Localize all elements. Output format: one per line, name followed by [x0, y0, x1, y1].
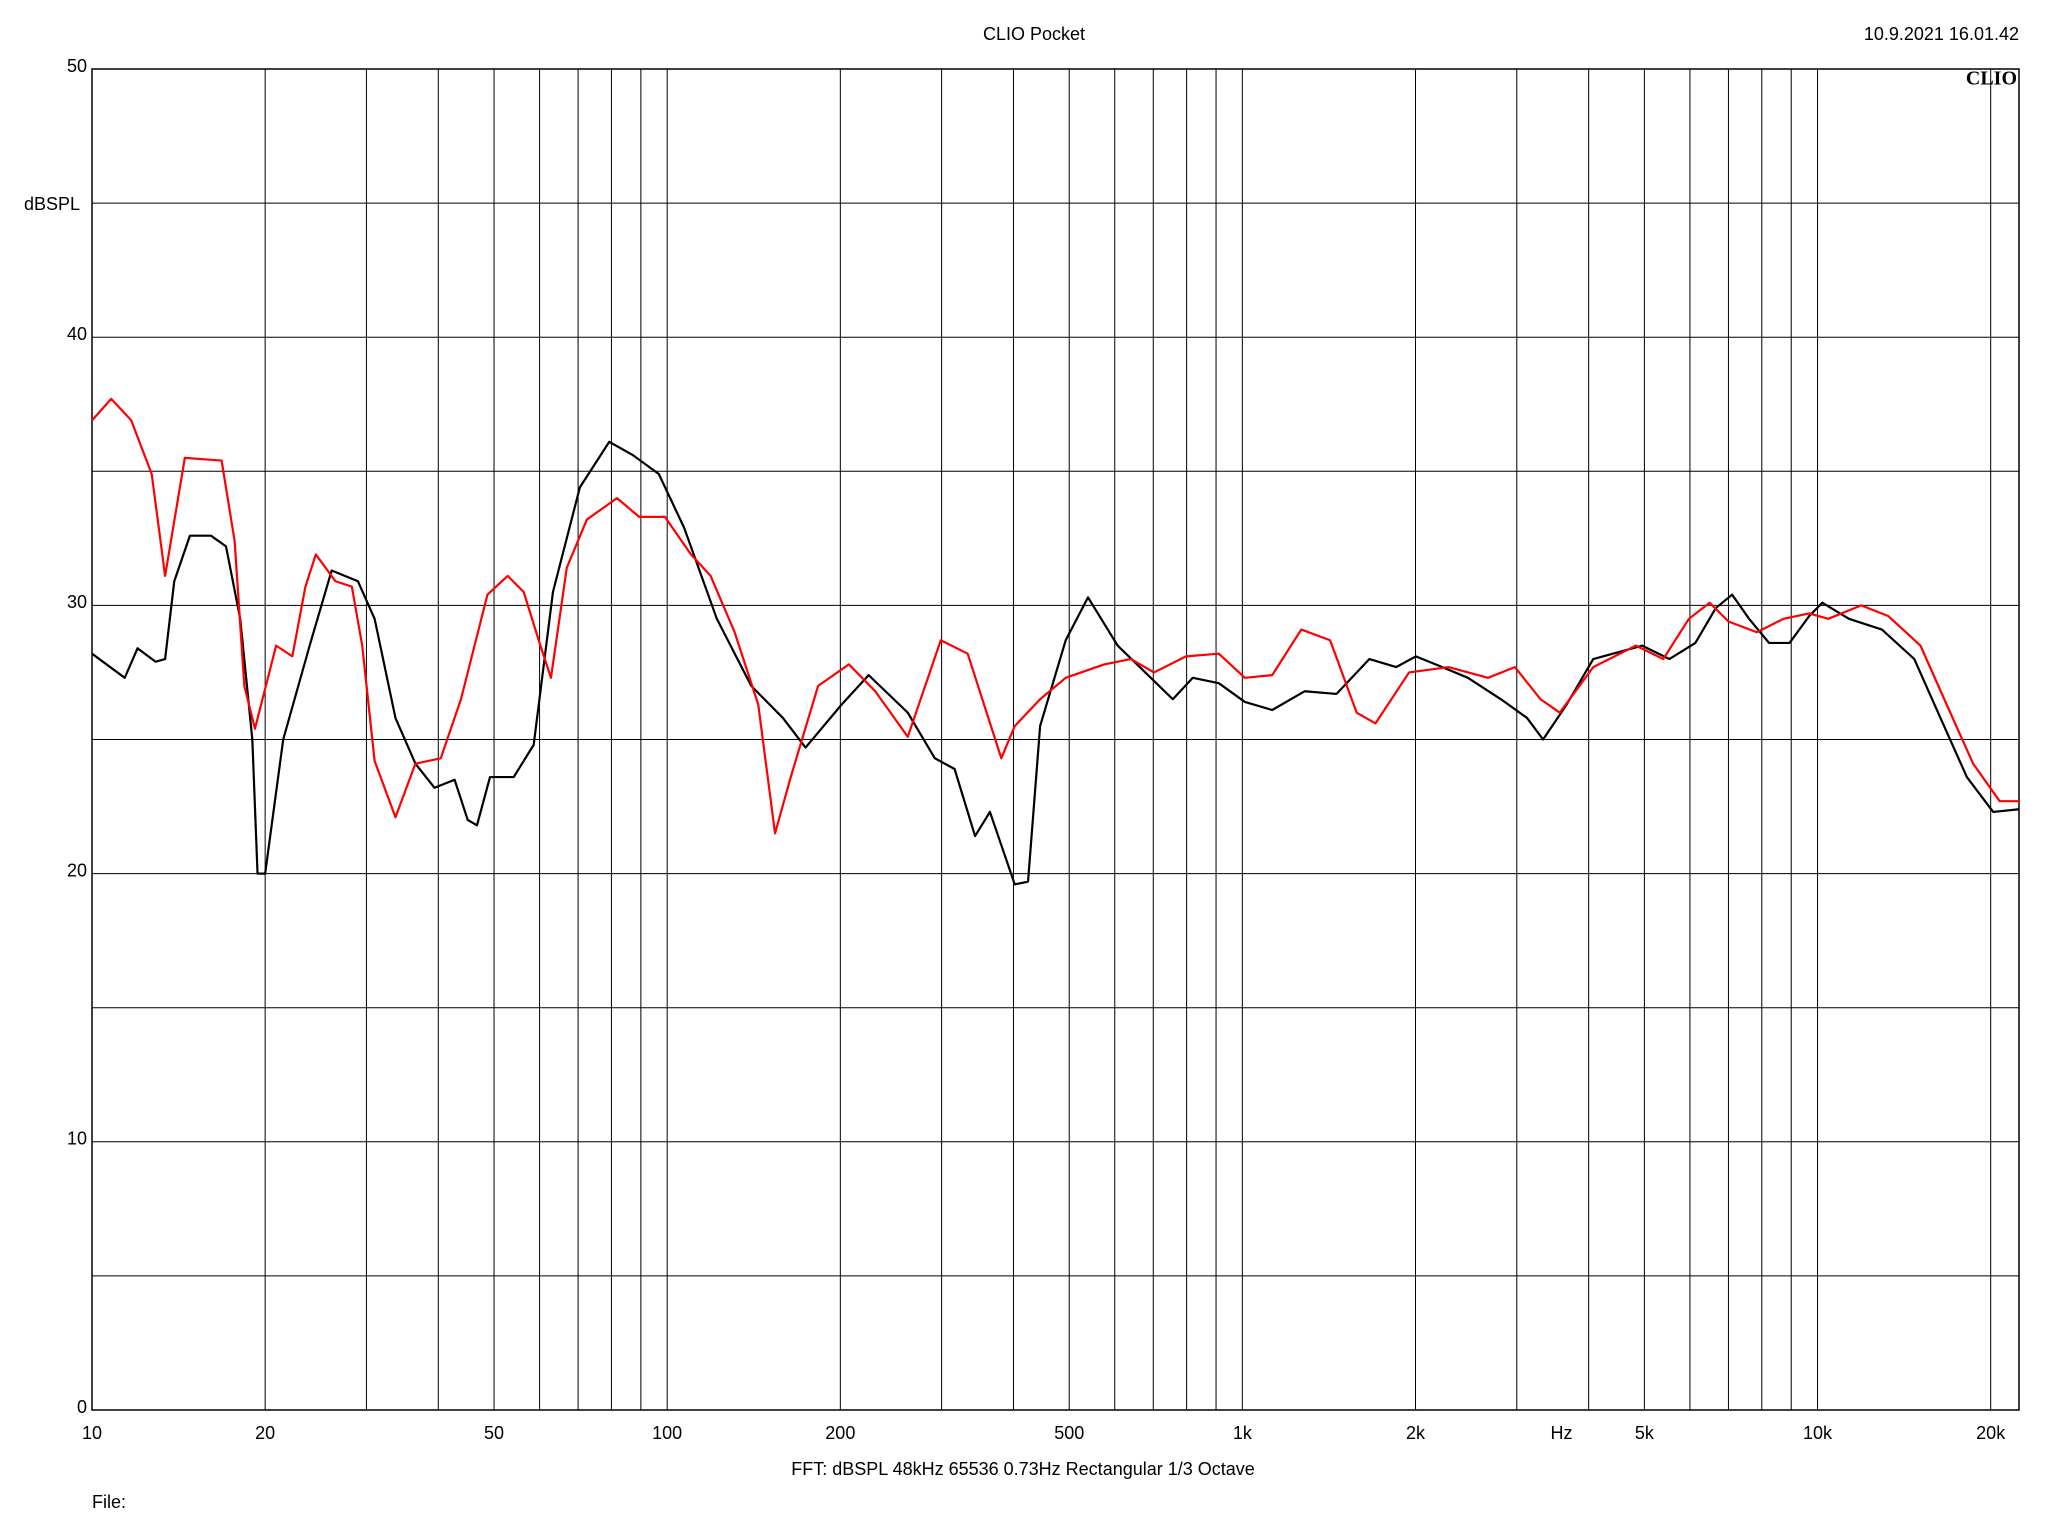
- x-tick-label: 2k: [1406, 1423, 1426, 1443]
- x-tick-label: 200: [825, 1423, 855, 1443]
- x-tick-label: 20k: [1976, 1423, 2006, 1443]
- y-tick-label: 10: [67, 1129, 87, 1149]
- y-axis-label: dBSPL: [24, 194, 80, 214]
- y-tick-label: 20: [67, 860, 87, 880]
- footer: FFT: dBSPL 48kHz 65536 0.73Hz Rectangula…: [791, 1459, 1255, 1479]
- x-tick-label: 20: [255, 1423, 275, 1443]
- file-label: File:: [92, 1492, 126, 1512]
- series-line: [91, 397, 2019, 835]
- x-tick-label: 100: [652, 1423, 682, 1443]
- y-tick-label: 40: [67, 324, 87, 344]
- y-tick-label: 0: [77, 1397, 87, 1417]
- y-tick-label: 50: [67, 56, 87, 76]
- timestamp: 10.9.2021 16.01.42: [1864, 24, 2019, 44]
- x-tick-label: 10: [82, 1423, 102, 1443]
- logo: CLIO: [1966, 68, 2017, 90]
- x-tick-label: 1k: [1233, 1423, 1253, 1443]
- x-tick-label: 50: [484, 1423, 504, 1443]
- x-tick-label: 500: [1054, 1423, 1084, 1443]
- y-tick-label: 30: [67, 592, 87, 612]
- x-tick-label: 5k: [1635, 1423, 1655, 1443]
- x-axis-unit: Hz: [1551, 1423, 1573, 1443]
- plot-frame: [91, 68, 2020, 1411]
- series-line: [91, 440, 2020, 886]
- chart-title: CLIO Pocket: [983, 24, 1085, 44]
- x-tick-label: 10k: [1803, 1423, 1833, 1443]
